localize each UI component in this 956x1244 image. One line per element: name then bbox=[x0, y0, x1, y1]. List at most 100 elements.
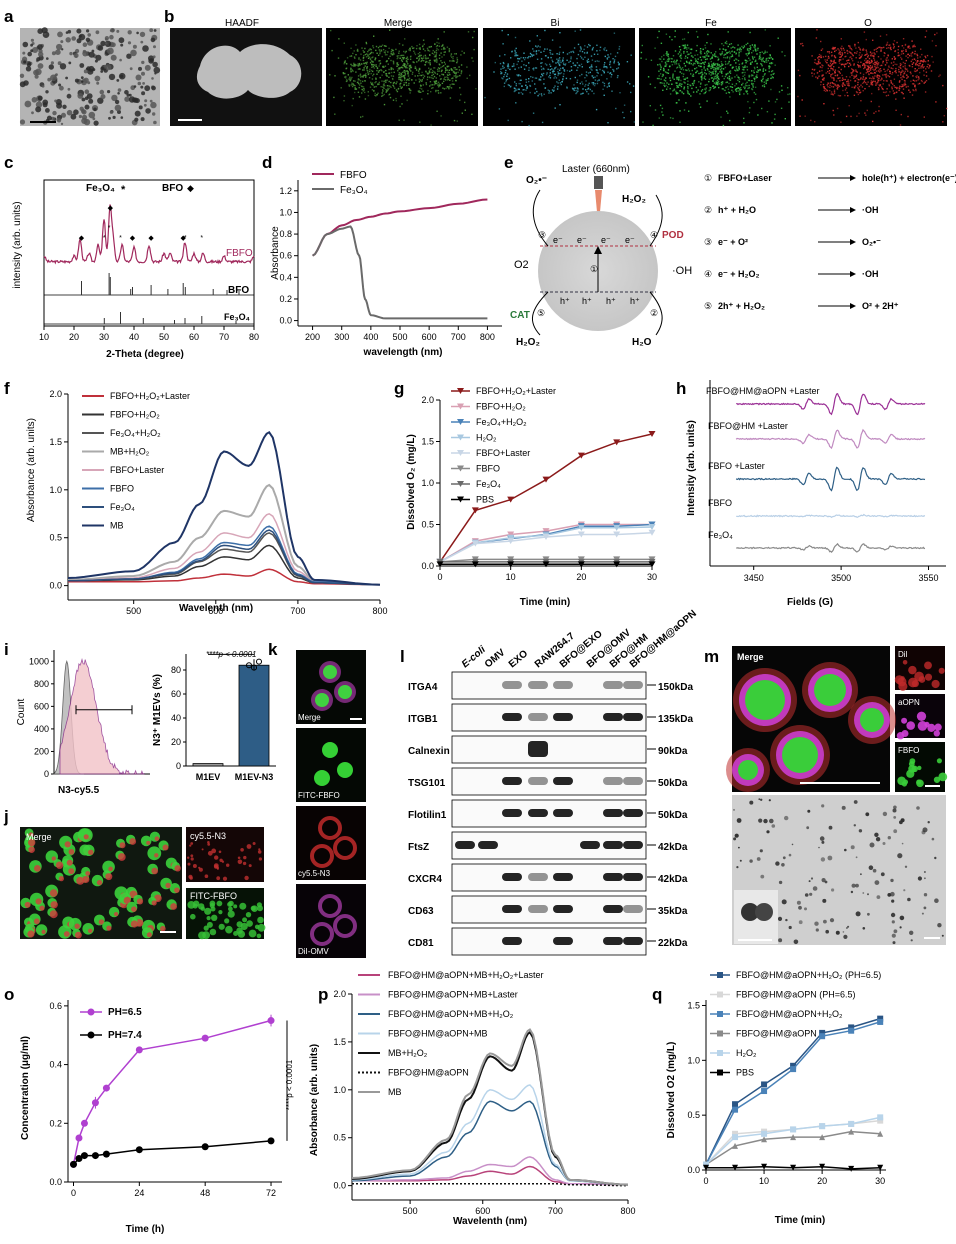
eds-dot bbox=[754, 47, 756, 49]
eds-dot bbox=[425, 58, 427, 60]
eds-dot bbox=[693, 82, 695, 84]
eds-dot bbox=[695, 71, 697, 73]
eds-dot bbox=[757, 49, 759, 51]
eds-dot bbox=[915, 89, 917, 92]
eds-dot bbox=[348, 78, 350, 80]
p-y-tick-label: 0.0 bbox=[333, 1181, 346, 1191]
tem-particle bbox=[142, 82, 146, 85]
j-fitc-cell bbox=[206, 921, 213, 928]
eds-dot bbox=[671, 64, 674, 66]
eds-dot bbox=[682, 38, 684, 41]
tem-particle bbox=[141, 60, 145, 65]
eds-dot bbox=[732, 46, 734, 48]
eds-dot bbox=[358, 58, 360, 60]
eds-dot bbox=[859, 49, 862, 51]
eds-dot bbox=[727, 91, 730, 93]
eds-dot bbox=[357, 68, 360, 70]
eds-dot bbox=[820, 84, 822, 86]
eds-dot bbox=[616, 68, 618, 70]
eds-dot bbox=[437, 67, 440, 69]
eds-dot bbox=[899, 85, 901, 87]
eds-dot bbox=[663, 84, 665, 86]
m-fbfo-dot bbox=[936, 758, 942, 764]
eds-dot bbox=[407, 75, 410, 77]
j-fitc-cell bbox=[225, 925, 233, 934]
f-series-line bbox=[68, 568, 381, 586]
eds-dot bbox=[576, 87, 579, 89]
eds-dot bbox=[858, 86, 861, 88]
e-reaction-lhs: e⁻ + O² bbox=[718, 237, 748, 247]
eds-dot bbox=[666, 53, 669, 55]
eds-dot bbox=[899, 124, 902, 126]
eds-dot bbox=[663, 70, 665, 72]
eds-dot bbox=[677, 53, 680, 55]
eds-dot bbox=[722, 44, 725, 47]
j-cy-dot bbox=[258, 848, 261, 851]
eds-dot bbox=[676, 86, 678, 89]
eds-dot bbox=[362, 57, 365, 59]
q-legend-marker bbox=[717, 1069, 723, 1076]
eds-dot bbox=[518, 92, 520, 94]
q-x-tick-label: 10 bbox=[759, 1176, 769, 1186]
eds-dot bbox=[938, 75, 940, 78]
eds-dot bbox=[713, 86, 716, 89]
j-cell-red bbox=[66, 859, 73, 866]
o-x-tick-label: 0 bbox=[71, 1188, 76, 1198]
eds-dot bbox=[814, 121, 816, 123]
eds-dot bbox=[401, 74, 403, 76]
eds-dot bbox=[367, 54, 369, 56]
eds-dot bbox=[609, 60, 612, 63]
eds-dot bbox=[722, 64, 724, 66]
eds-dot bbox=[589, 66, 591, 69]
n-particle bbox=[909, 930, 914, 935]
eds-dot bbox=[350, 69, 352, 71]
eds-dot bbox=[829, 86, 831, 89]
eds-dot bbox=[864, 88, 866, 90]
eds-dot bbox=[680, 68, 682, 70]
e-reaction-lhs: e⁻ + H₂O₂ bbox=[718, 269, 760, 279]
eds-dot bbox=[817, 77, 819, 79]
eds-dot bbox=[831, 60, 833, 62]
n-inset-particle bbox=[741, 903, 759, 921]
eds-dot bbox=[722, 48, 724, 50]
eds-dot bbox=[725, 74, 728, 76]
eds-dot bbox=[574, 64, 577, 67]
eds-dot bbox=[466, 66, 468, 68]
eds-dot bbox=[890, 67, 892, 69]
eds-dot bbox=[410, 70, 412, 72]
eds-dot bbox=[422, 90, 424, 92]
eds-dot bbox=[838, 71, 840, 73]
eds-dot bbox=[381, 44, 384, 46]
eds-dot bbox=[870, 67, 872, 70]
eds-dot bbox=[746, 93, 749, 95]
eds-dot bbox=[362, 69, 364, 71]
eds-dot bbox=[403, 82, 405, 84]
eds-dot bbox=[716, 65, 718, 68]
eds-dot bbox=[848, 45, 850, 47]
eds-dot bbox=[885, 73, 888, 75]
eds-dot bbox=[587, 72, 590, 74]
panel-letter-m: m bbox=[704, 647, 719, 666]
eds-dot bbox=[830, 85, 833, 88]
q-series-marker bbox=[761, 1163, 768, 1170]
eds-dot bbox=[566, 69, 569, 72]
d-y-tick-label: 0.8 bbox=[279, 229, 292, 239]
panel-letter-c: c bbox=[4, 153, 13, 172]
eds-dot bbox=[704, 84, 706, 86]
eds-dot bbox=[722, 124, 725, 127]
eds-dot bbox=[913, 44, 915, 46]
eds-dot bbox=[450, 87, 453, 89]
e-electrons: e⁻ e⁻ e⁻ e⁻ bbox=[553, 235, 635, 245]
eds-dot bbox=[682, 69, 685, 71]
eds-dot bbox=[456, 68, 458, 71]
eds-dot bbox=[845, 76, 848, 78]
eds-dot bbox=[414, 67, 417, 69]
eds-dot bbox=[671, 58, 673, 60]
eds-dot bbox=[596, 60, 598, 62]
eds-dot bbox=[706, 51, 708, 53]
eds-dot bbox=[833, 77, 835, 79]
eds-dot bbox=[689, 84, 692, 87]
eds-dot bbox=[396, 63, 398, 65]
eds-dot bbox=[388, 47, 390, 49]
eds-dot bbox=[735, 88, 738, 90]
